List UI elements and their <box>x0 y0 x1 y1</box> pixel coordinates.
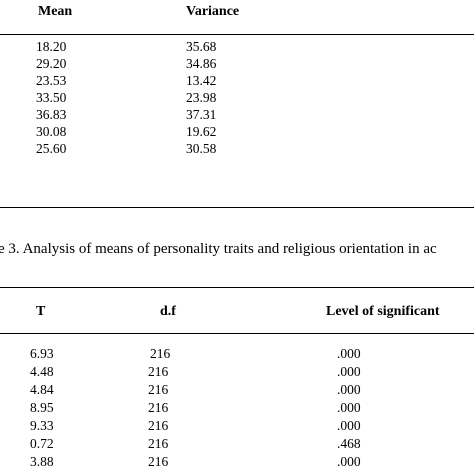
t-cell: 4.48 <box>30 364 54 379</box>
level-cell: .000 <box>337 418 361 433</box>
table-caption: e 3. Analysis of means of personality tr… <box>0 241 437 257</box>
df-cell: 216 <box>150 346 171 361</box>
df-cell: 216 <box>148 364 169 379</box>
level-cell: .000 <box>337 454 361 469</box>
header-mean: Mean <box>38 4 73 19</box>
variance-cell: 35.68 <box>186 39 217 54</box>
top-table-bottom-rule <box>0 207 474 208</box>
variance-cell: 13.42 <box>186 73 217 88</box>
t-cell: 9.33 <box>30 418 54 433</box>
mean-cell: 23.53 <box>36 73 67 88</box>
t-cell: 0.72 <box>30 436 54 451</box>
level-cell: .468 <box>337 436 361 451</box>
t-cell: 3.88 <box>30 454 54 469</box>
mean-cell: 18.20 <box>36 39 67 54</box>
level-cell: .000 <box>337 400 361 415</box>
df-cell: 216 <box>148 436 169 451</box>
level-cell: .000 <box>337 346 361 361</box>
variance-cell: 34.86 <box>186 56 217 71</box>
header-level-of-significant: Level of significant <box>326 304 440 319</box>
df-cell: 216 <box>148 382 169 397</box>
level-cell: .000 <box>337 364 361 379</box>
mean-cell: 25.60 <box>36 141 67 156</box>
variance-cell: 30.58 <box>186 141 217 156</box>
t-cell: 6.93 <box>30 346 54 361</box>
t-cell: 8.95 <box>30 400 54 415</box>
bottom-table-top-rule <box>0 287 474 288</box>
df-cell: 216 <box>148 454 169 469</box>
mean-cell: 33.50 <box>36 90 67 105</box>
mean-cell: 36.83 <box>36 107 67 122</box>
header-variance: Variance <box>186 4 240 19</box>
df-cell: 216 <box>148 400 169 415</box>
header-t: T <box>36 304 46 319</box>
top-table-header-rule <box>0 34 474 35</box>
variance-cell: 23.98 <box>186 90 217 105</box>
level-cell: .000 <box>337 382 361 397</box>
df-cell: 216 <box>148 418 169 433</box>
variance-cell: 19.62 <box>186 124 217 139</box>
mean-cell: 29.20 <box>36 56 67 71</box>
t-cell: 4.84 <box>30 382 54 397</box>
variance-cell: 37.31 <box>186 107 217 122</box>
header-df: d.f <box>160 304 176 319</box>
bottom-table-header-rule <box>0 333 474 334</box>
mean-cell: 30.08 <box>36 124 67 139</box>
